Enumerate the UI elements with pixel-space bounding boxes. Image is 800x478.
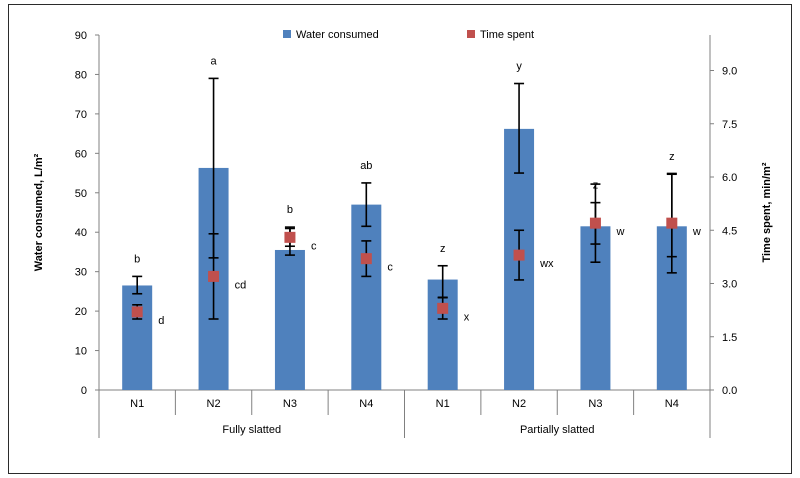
y-axis-title: Water consumed, L/m²: [33, 153, 45, 271]
marker-time-spent: [589, 217, 601, 229]
marker-significance-label: c: [387, 262, 393, 274]
left-axis-tick-label: 10: [75, 346, 87, 358]
bar-water-consumed: [274, 249, 305, 390]
x-category-label: N2: [207, 398, 221, 410]
legend-label-time-spent: Time spent: [480, 29, 534, 41]
marker-significance-label: w: [692, 226, 701, 238]
right-axis-tick-label: 3.0: [722, 279, 737, 291]
x-category-label: N3: [283, 398, 297, 410]
marker-time-spent: [131, 306, 143, 318]
marker-time-spent: [360, 253, 372, 265]
marker-time-spent: [208, 270, 220, 282]
x-category-label: N1: [130, 398, 144, 410]
marker-significance-label: w: [615, 226, 624, 238]
left-axis-tick-label: 40: [75, 227, 87, 239]
marker-time-spent: [666, 217, 678, 229]
right-axis-tick-label: 6.0: [722, 172, 737, 184]
right-axis-tick-label: 0.0: [722, 385, 737, 397]
bar-water-consumed: [351, 204, 382, 390]
bar-significance-label: z: [593, 180, 599, 192]
x-category-label: N4: [665, 398, 679, 410]
bar-significance-label: z: [669, 151, 675, 163]
left-axis-tick-label: 60: [75, 148, 87, 160]
left-axis-tick-label: 90: [75, 30, 87, 42]
bar-significance-label: z: [440, 243, 446, 255]
left-axis-tick-label: 0: [81, 385, 87, 397]
marker-time-spent: [284, 231, 296, 243]
legend-label-water-consumed: Water consumed: [296, 29, 379, 41]
marker-significance-label: cd: [235, 279, 247, 291]
bar-significance-label: b: [134, 253, 140, 265]
y2-axis-title: Time spent, min/m²: [761, 162, 773, 262]
left-axis-tick-label: 20: [75, 306, 87, 318]
bar-significance-label: b: [287, 204, 293, 216]
bar-significance-label: ab: [360, 160, 372, 172]
marker-significance-label: c: [311, 240, 317, 252]
right-axis-tick-label: 7.5: [722, 119, 737, 131]
legend-swatch-water-consumed: [283, 30, 291, 38]
right-axis-tick-label: 1.5: [722, 332, 737, 344]
marker-time-spent: [513, 249, 525, 261]
legend-swatch-time-spent: [467, 30, 475, 38]
marker-significance-label: d: [158, 315, 164, 327]
x-category-label: N4: [359, 398, 373, 410]
right-axis-tick-label: 4.5: [722, 225, 737, 237]
left-axis-tick-label: 50: [75, 188, 87, 200]
x-category-label: N3: [588, 398, 602, 410]
x-group-label: Partially slatted: [520, 424, 595, 436]
left-axis-tick-label: 30: [75, 267, 87, 279]
bar-water-consumed: [122, 285, 153, 390]
x-category-label: N1: [436, 398, 450, 410]
marker-significance-label: wx: [539, 258, 554, 270]
marker-time-spent: [437, 302, 449, 314]
bar-significance-label: y: [516, 61, 522, 73]
left-axis-tick-label: 70: [75, 109, 87, 121]
marker-significance-label: x: [464, 311, 470, 323]
right-axis-tick-label: 9.0: [722, 66, 737, 78]
bar-significance-label: a: [211, 55, 218, 67]
x-category-label: N2: [512, 398, 526, 410]
left-axis-tick-label: 80: [75, 69, 87, 81]
x-group-label: Fully slatted: [222, 424, 281, 436]
